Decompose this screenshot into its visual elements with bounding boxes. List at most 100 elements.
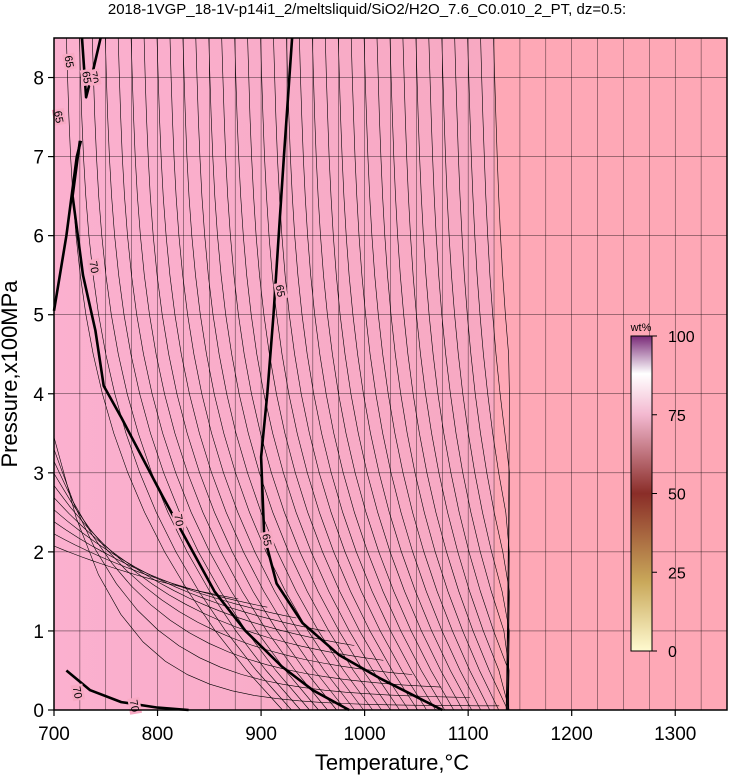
thin-contour: [143, 37, 337, 711]
colorbar-tick-label: 75: [668, 408, 686, 425]
contour-label: 65: [273, 281, 288, 300]
contour-label-bg: [273, 281, 288, 300]
thin-contour: [53, 437, 500, 707]
contour-label-text: 65: [273, 284, 287, 298]
thin-contour: [299, 37, 445, 711]
thin-contour: [260, 37, 418, 711]
colorbar-tick-label: 100: [668, 329, 695, 346]
thin-contour: [234, 37, 400, 711]
thin-contour: [247, 37, 409, 711]
thin-contour: [195, 37, 373, 711]
thin-contour: [53, 473, 413, 675]
contour-label: 70: [127, 696, 143, 715]
thin-contour: [428, 37, 510, 711]
contour-label-bg: [259, 530, 275, 549]
y-tick-label: 5: [33, 306, 44, 327]
thin-contour: [182, 37, 364, 711]
contour-label: 65: [259, 530, 275, 549]
plot-frame: [53, 37, 728, 711]
x-axis-label: Temperature,°C: [315, 750, 469, 775]
x-axis: 700 800 900 1000 1100 1200 1300: [38, 710, 696, 745]
thin-contour: [454, 37, 510, 711]
gridlines: [54, 38, 727, 710]
thin-contour: [389, 37, 508, 711]
contour-label-bg: [51, 107, 67, 126]
thin-contour: [53, 497, 355, 646]
thin-contour: [415, 37, 510, 711]
thin-contour: [325, 37, 463, 711]
thin-contour: [493, 37, 510, 711]
thin-contour: [169, 37, 355, 711]
y-axis: 0 1 2 3 4 5 6 7 8: [33, 69, 54, 722]
y-tick-label: 7: [33, 148, 44, 169]
thin-contour: [66, 37, 283, 711]
contour-label: 70: [86, 258, 102, 277]
x-tick-label: 1100: [448, 724, 489, 745]
colorbar-tick-label: 25: [668, 565, 686, 582]
thin-contour: [312, 37, 454, 711]
contour-label-bg: [70, 683, 86, 702]
x-tick-label: 900: [245, 724, 277, 745]
x-tick-label: 1300: [654, 724, 696, 745]
thin-contour: [286, 37, 436, 711]
contour-label-text: 70: [171, 513, 185, 527]
colorbar: wt% 0 25 50 75 100: [630, 322, 695, 661]
y-tick-label: 0: [33, 701, 44, 722]
thin-contour: [156, 37, 346, 711]
thin-contour: [130, 37, 328, 711]
chart-title: 2018-1VGP_18-1V-p14i1_2/meltsliquid/SiO2…: [108, 1, 626, 18]
contour-label-text: 70: [86, 260, 100, 274]
contour-label-text: 65: [259, 533, 273, 547]
y-tick-label: 4: [33, 385, 44, 406]
contour-label-bg: [171, 511, 187, 530]
thin-contour: [92, 37, 301, 711]
contour-label: 65: [62, 52, 77, 71]
contour-label: 65: [79, 68, 95, 87]
thin-contour: [53, 545, 239, 600]
y-axis-label: Pressure,x100MPa: [0, 280, 22, 468]
contour-label: 65: [51, 107, 67, 126]
contour-label-bg: [62, 52, 77, 71]
colorbar-tick-label: 0: [668, 644, 677, 661]
bold-contour-70: [71, 140, 350, 712]
contour-label-text: 70: [70, 686, 84, 700]
thin-contour: [376, 37, 499, 711]
contour-label-text: 65: [79, 70, 93, 84]
bold-contour-70: [52, 140, 83, 312]
contour-label-text: 65: [62, 55, 76, 69]
colorbar-gradient: [630, 335, 653, 652]
colorbar-unit: wt%: [630, 322, 652, 334]
contour-label-bg: [79, 68, 95, 87]
colorbar-tick-label: 50: [668, 487, 686, 504]
thin-contour: [53, 509, 326, 632]
thin-contour: [337, 37, 472, 711]
thin-contours: [53, 37, 510, 711]
thin-contour: [467, 37, 510, 711]
x-tick-label: 700: [38, 724, 70, 745]
x-tick-label: 800: [142, 724, 174, 745]
y-tick-label: 8: [33, 69, 44, 90]
thin-contour: [441, 37, 510, 711]
contour-label-text: 70: [127, 699, 141, 713]
x-tick-label: 1000: [343, 724, 385, 745]
contour-label-bg: [87, 258, 102, 277]
x-tick-label: 1200: [551, 724, 593, 745]
thin-contour: [53, 461, 442, 688]
thin-contour: [221, 37, 391, 711]
contour-label: 70: [171, 511, 187, 530]
thin-contour: [53, 449, 471, 698]
high-temperature-field: [494, 38, 727, 710]
thin-contour: [480, 37, 510, 711]
thin-contour: [350, 37, 481, 711]
y-tick-label: 3: [33, 464, 44, 485]
y-tick-label: 1: [33, 622, 44, 643]
y-tick-label: 6: [33, 227, 44, 248]
colorbar-ticks: 0 25 50 75 100: [652, 329, 695, 661]
contour-label: 70: [70, 683, 86, 702]
thin-contour: [402, 37, 510, 711]
thin-contour: [117, 37, 319, 711]
thin-contour: [53, 521, 297, 619]
y-tick-label: 2: [33, 543, 44, 564]
